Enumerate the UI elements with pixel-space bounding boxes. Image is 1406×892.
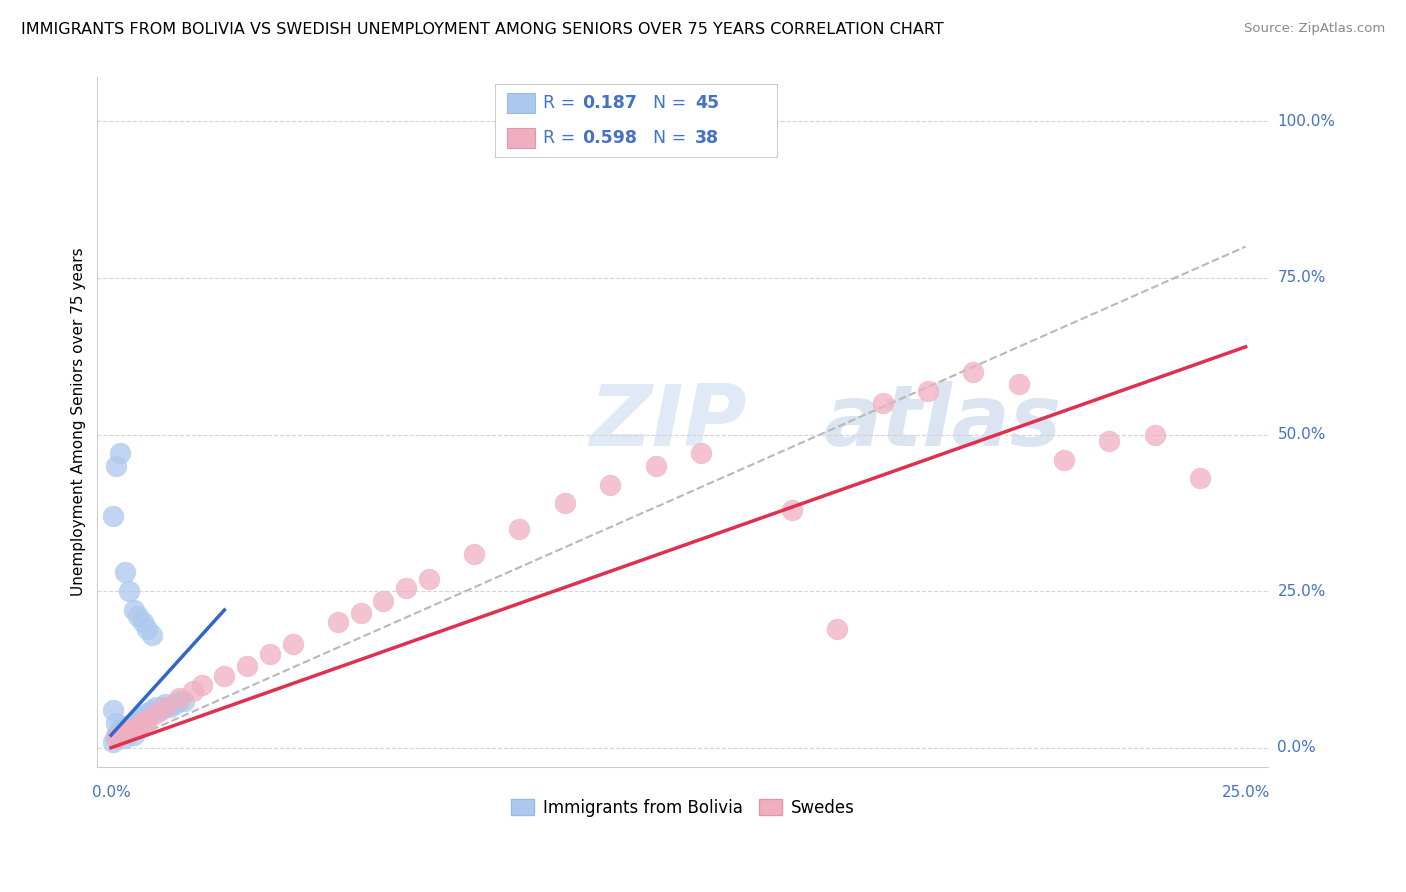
Point [127,609,149,624]
Point [163,697,186,711]
Point [103,734,125,748]
Point [114,725,136,739]
Point [259,647,281,661]
Y-axis label: Unemployment Among Seniors over 75 years: Unemployment Among Seniors over 75 years [72,248,86,597]
Text: 75.0%: 75.0% [1278,270,1326,285]
Point [190,678,212,692]
Point [104,731,127,746]
Point [132,615,155,630]
Point [599,477,621,491]
Point [159,700,181,714]
Point [917,384,939,398]
Point [145,706,167,721]
Point [136,711,159,725]
Point [349,606,371,620]
Point [508,521,530,535]
Point [690,446,713,460]
Point [1008,377,1031,392]
Point [155,697,177,711]
Point [122,722,145,736]
Point [122,719,145,733]
Text: 0.0%: 0.0% [1278,740,1316,756]
Point [463,547,485,561]
Point [1098,434,1121,448]
Point [167,690,190,705]
Point [554,496,576,510]
Point [214,669,236,683]
Point [780,502,803,516]
Text: 100.0%: 100.0% [1278,114,1336,128]
Point [114,566,136,580]
Point [181,684,204,698]
Point [127,715,149,730]
Point [104,715,127,730]
Point [108,727,131,741]
Point [149,703,172,717]
Point [104,728,127,742]
Point [167,694,190,708]
Point [118,723,141,738]
Point [108,722,131,736]
Point [127,713,149,727]
Point [173,694,195,708]
Point [395,581,418,595]
Text: 50.0%: 50.0% [1278,427,1326,442]
Point [281,637,304,651]
Point [145,700,167,714]
Point [145,703,167,717]
Point [104,458,127,473]
Point [132,709,155,723]
Point [962,365,984,379]
Point [872,396,894,410]
Text: 25.0%: 25.0% [1278,583,1326,599]
Point [108,728,131,742]
Point [141,628,163,642]
Point [104,731,127,746]
Text: 25.0%: 25.0% [1222,785,1270,800]
Point [136,706,159,721]
Point [373,593,395,607]
Point [1143,427,1166,442]
Text: IMMIGRANTS FROM BOLIVIA VS SWEDISH UNEMPLOYMENT AMONG SENIORS OVER 75 YEARS CORR: IMMIGRANTS FROM BOLIVIA VS SWEDISH UNEMP… [21,22,943,37]
Point [155,700,177,714]
Point [118,722,141,736]
Point [236,659,259,673]
Point [132,713,155,727]
Point [132,715,155,730]
Point [103,703,125,717]
Point [141,703,163,717]
Point [127,719,149,733]
Point [103,508,125,523]
Point [122,603,145,617]
Point [1189,471,1212,485]
Text: 0.0%: 0.0% [91,785,131,800]
Text: ZIP: ZIP [589,381,747,464]
Point [118,584,141,599]
Point [644,458,666,473]
Legend: Immigrants from Bolivia, Swedes: Immigrants from Bolivia, Swedes [505,792,862,823]
Point [118,719,141,733]
Point [418,572,440,586]
Point [122,728,145,742]
Point [114,719,136,733]
Point [136,713,159,727]
Point [141,706,163,721]
Point [1053,452,1076,467]
Point [108,725,131,739]
Point [108,725,131,739]
Point [114,731,136,746]
Point [114,725,136,739]
Point [122,715,145,730]
Text: atlas: atlas [824,381,1062,464]
Point [114,722,136,736]
Point [108,446,131,460]
Point [326,615,349,630]
Point [107,730,129,744]
Text: Source: ZipAtlas.com: Source: ZipAtlas.com [1244,22,1385,36]
Point [825,622,848,636]
Point [136,622,159,636]
